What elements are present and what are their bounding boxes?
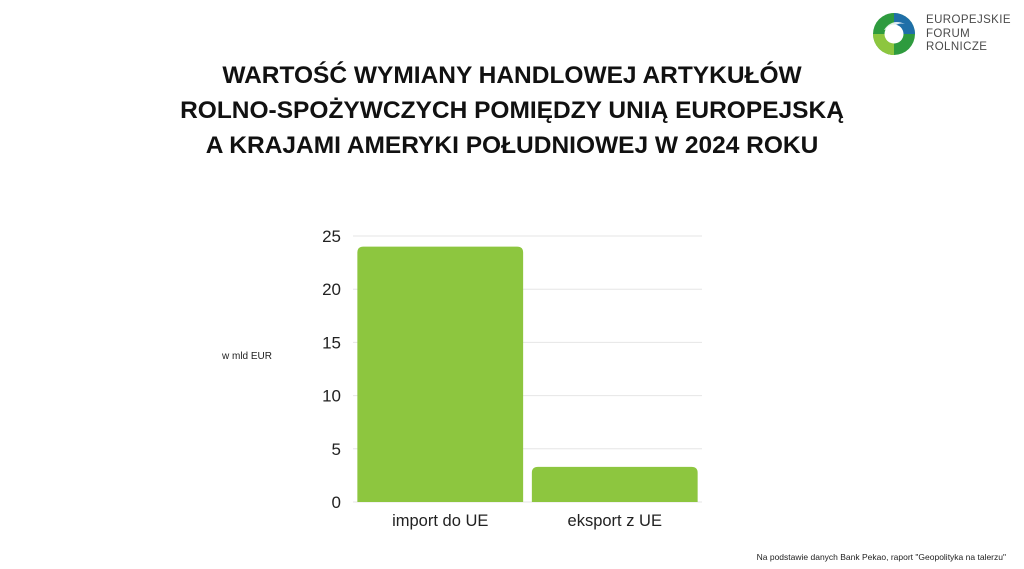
title-line-2: ROLNO-SPOŻYWCZYCH POMIĘDZY UNIĄ EUROPEJS… [180,97,844,124]
y-tick-label-15: 15 [322,333,341,352]
title-line-3: A KRAJAMI AMERYKI POŁUDNIOWEJ W 2024 ROK… [205,132,819,159]
y-tick-label-0: 0 [332,493,341,512]
y-tick-label-5: 5 [332,440,341,459]
y-axis-label: w mld EUR [222,351,273,362]
logo-text: EUROPEJSKIE FORUM ROLNICZE [926,14,1011,55]
y-tick-label-10: 10 [322,387,341,406]
source-note: Na podstawie danych Bank Pekao, raport "… [756,552,1006,562]
title-line-1: WARTOŚĆ WYMIANY HANDLOWEJ ARTYKUŁÓW [222,62,802,89]
x-category-label-1: eksport z UE [568,512,662,530]
efr-circle-logo-icon [873,13,915,55]
bar-1 [531,466,698,502]
y-tick-label-20: 20 [322,280,341,299]
x-category-label-0: import do UE [392,512,488,530]
chart-title: WARTOŚĆ WYMIANY HANDLOWEJ ARTYKUŁÓW ROLN… [112,58,912,163]
bar-0 [357,246,524,502]
y-tick-label-25: 25 [322,227,341,246]
logo: EUROPEJSKIE FORUM ROLNICZE [872,12,1022,58]
logo-line-2: FORUM [926,27,971,40]
logo-line-1: EUROPEJSKIE [926,14,1011,26]
logo-line-3: ROLNICZE [926,41,988,53]
